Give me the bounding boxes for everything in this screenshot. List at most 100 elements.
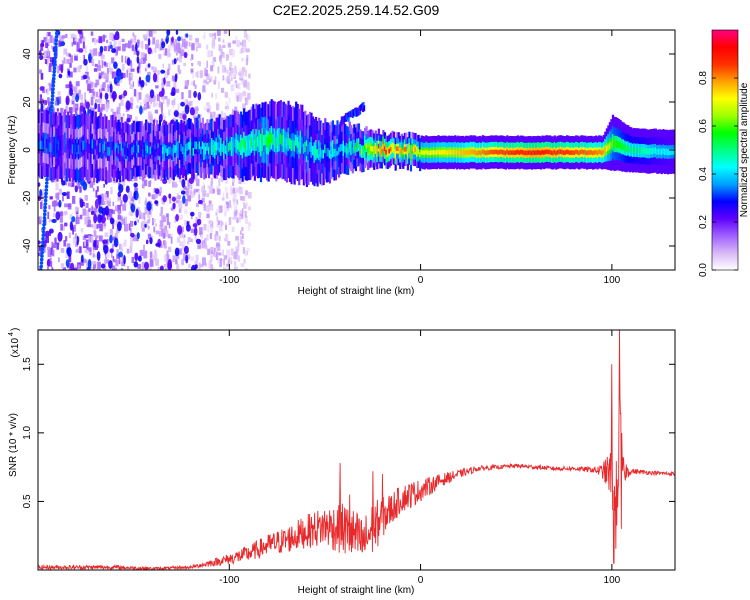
spectrogram-branch-cell: [359, 108, 362, 115]
spectrogram-noise-cell: [241, 70, 244, 79]
spectrogram-ridge-cell: [472, 149, 475, 155]
spectrogram-streak-cell: [49, 108, 54, 112]
spectrogram-noise-dot: [133, 191, 137, 199]
spectrogram-noise-cell: [159, 212, 162, 217]
spectrogram-noise-cell: [83, 54, 86, 62]
spectrogram-ridge-cell: [520, 149, 523, 155]
spectrogram-noise-cell: [190, 81, 195, 86]
spectrogram-noise-cell: [198, 61, 201, 67]
spectrogram-noise-cell: [116, 204, 121, 212]
spectrogram-ridge-cell: [149, 146, 152, 155]
spectrogram-noise-cell: [244, 204, 247, 209]
spectrogram-noise-cell: [178, 208, 182, 213]
spectrogram-ridge-cell: [282, 134, 286, 146]
spectrogram-noise-cell: [133, 89, 137, 97]
spectrogram-noise-cell: [82, 41, 85, 49]
spectrogram-ridge-cell: [311, 145, 315, 156]
spectrogram-noise-cell: [210, 112, 212, 120]
spectrogram-ridge-cell: [400, 148, 403, 153]
spectrogram-ridge-cell: [125, 146, 128, 155]
spectrogram-noise-dot: [136, 56, 140, 64]
spectrogram-noise-dot: [99, 45, 104, 53]
spectrogram-ridge-cell: [489, 149, 492, 155]
spectrogram-noise-cell: [229, 67, 232, 71]
spectrogram-noise-cell: [117, 210, 121, 216]
spectrogram-noise-cell: [112, 111, 116, 117]
colorbar-tick-label: 0.2: [698, 215, 709, 229]
spectrogram-noise-cell: [120, 76, 123, 84]
spectrogram-ridge-cell: [567, 149, 570, 155]
spectrogram-ridge-cell: [123, 146, 126, 155]
spectrogram-noise-cell: [187, 195, 192, 202]
spectrogram-ridge-cell: [608, 142, 612, 150]
spectrogram-ridge-cell: [536, 150, 540, 155]
spectrogram-streak-cell: [44, 181, 49, 185]
spectrogram-noise-cell: [68, 232, 72, 239]
spectrogram-ridge-cell: [261, 134, 264, 146]
spectrogram-noise-cell: [63, 240, 67, 247]
spectrogram-ridge-cell: [44, 138, 47, 148]
spectrogram-ridge-cell: [414, 147, 417, 152]
spectrogram-noise-cell: [127, 40, 132, 49]
spectrogram-noise-cell: [105, 251, 110, 258]
spectrogram-noise-cell: [243, 82, 247, 87]
spectrogram-noise-cell: [210, 221, 214, 229]
spectrogram-noise-cell: [175, 255, 180, 260]
spectrogram-noise-cell: [41, 227, 44, 232]
spectrogram-noise-cell: [172, 101, 175, 108]
spectrogram-noise-cell: [172, 117, 175, 121]
spectrogram-noise-cell: [54, 100, 58, 106]
spectrogram-noise-cell: [92, 38, 96, 43]
spectrogram-ridge-cell: [356, 142, 359, 149]
spectrogram-noise-cell: [117, 46, 121, 51]
spectrogram-ridge-cell: [354, 146, 357, 153]
spectrogram-noise-cell: [86, 250, 89, 254]
spectrogram-noise-cell: [92, 247, 95, 253]
spectrogram-ridge-cell: [639, 147, 642, 154]
spectrogram-noise-cell: [184, 100, 188, 106]
spectrogram-noise-cell: [144, 68, 147, 72]
spectrogram-noise-cell: [231, 76, 233, 82]
spectrogram-noise-dot: [155, 242, 161, 247]
spectrogram-noise-dot: [66, 247, 72, 257]
spectrogram-ridge-cell: [650, 148, 653, 155]
spectrogram-streak-cell: [51, 80, 56, 84]
spectrogram-noise-cell: [94, 38, 97, 45]
spectrogram-noise-cell: [65, 105, 68, 113]
spectrogram-ridge-cell: [449, 150, 452, 155]
spectrogram-noise-cell: [175, 259, 178, 265]
spectrogram-ridge-cell: [191, 146, 194, 155]
spectrogram-noise-cell: [138, 92, 142, 100]
spectrogram-noise-cell: [55, 97, 59, 102]
spectrogram-ridge-cell: [151, 147, 154, 155]
spectrogram-ridge-cell: [99, 143, 102, 153]
spectrogram-ridge-cell: [350, 144, 353, 152]
spectrogram-noise-cell: [218, 44, 221, 52]
spectrogram-noise-cell: [38, 216, 42, 225]
spectrogram-noise-dot: [87, 107, 90, 117]
spectrogram-noise-cell: [53, 37, 56, 45]
spectrogram-ridge-cell: [357, 141, 361, 148]
spectrogram-ridge-cell: [347, 147, 350, 155]
spectrogram-ridge-cell: [247, 140, 250, 151]
spectrogram-noise-cell: [86, 259, 88, 268]
spectrogram-streak-cell: [53, 49, 58, 53]
spectrogram-noise-cell: [212, 267, 215, 270]
spectrogram-ridge-cell: [39, 140, 42, 150]
spectrogram-noise-cell: [87, 80, 92, 85]
spectrogram-ridge-cell: [374, 145, 377, 151]
spectrogram-ridge-cell: [490, 149, 494, 155]
spectrogram-noise-cell: [215, 211, 218, 216]
spectrogram-noise-cell: [133, 34, 137, 43]
spectrogram-noise-cell: [226, 263, 229, 267]
spectrogram-noise-cell: [199, 70, 204, 79]
spectrogram-noise-dot: [38, 49, 42, 57]
spectrogram-noise-cell: [207, 224, 210, 233]
spectrogram-noise-cell: [153, 118, 157, 123]
spectrogram-noise-cell: [155, 85, 159, 89]
spectrogram-noise-cell: [173, 43, 177, 52]
spectrogram-noise-cell: [44, 100, 47, 106]
spectrogram-noise-cell: [247, 191, 252, 199]
spectrogram-ridge-cell: [65, 143, 68, 153]
spectrogram-noise-cell: [84, 99, 87, 106]
